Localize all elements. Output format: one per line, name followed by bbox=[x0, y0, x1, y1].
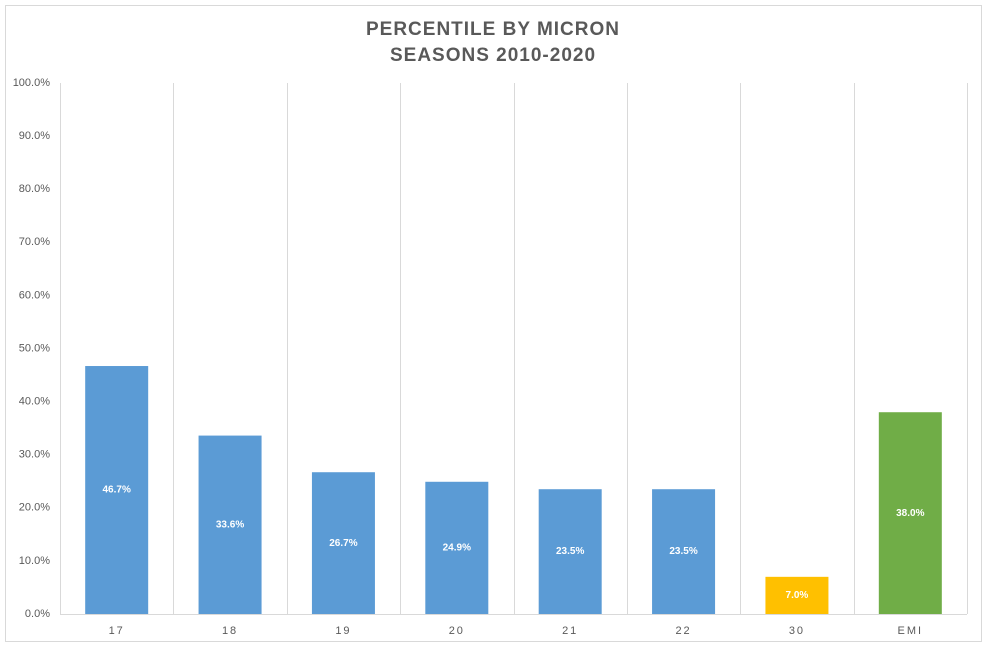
y-tick-label: 60.0% bbox=[19, 289, 50, 301]
value-label: 33.6% bbox=[216, 519, 244, 530]
x-tick-label: 21 bbox=[562, 625, 578, 637]
bar bbox=[765, 576, 829, 614]
value-label: 23.5% bbox=[556, 546, 584, 557]
value-label: 26.7% bbox=[329, 538, 357, 549]
x-tick-label: 18 bbox=[222, 625, 238, 637]
chart-title: PERCENTILE BY MICRON bbox=[366, 19, 620, 40]
y-tick-label: 0.0% bbox=[25, 608, 50, 620]
value-label: 38.0% bbox=[896, 508, 924, 519]
value-label: 7.0% bbox=[786, 590, 809, 601]
x-tick-label: 30 bbox=[789, 625, 805, 637]
x-tick-label: 17 bbox=[109, 625, 125, 637]
bar bbox=[85, 366, 149, 614]
x-tick-label: 19 bbox=[335, 625, 351, 637]
y-tick-label: 30.0% bbox=[19, 449, 50, 461]
value-label: 24.9% bbox=[443, 543, 471, 554]
y-tick-label: 10.0% bbox=[19, 555, 50, 567]
x-tick-label: 20 bbox=[449, 625, 465, 637]
bar bbox=[652, 489, 716, 614]
value-label: 46.7% bbox=[103, 485, 131, 496]
bar bbox=[538, 489, 602, 614]
y-tick-label: 50.0% bbox=[19, 342, 50, 354]
x-tick-label: 22 bbox=[675, 625, 691, 637]
bar bbox=[878, 412, 942, 614]
y-tick-label: 40.0% bbox=[19, 396, 50, 408]
y-tick-label: 100.0% bbox=[13, 77, 51, 89]
y-tick-label: 20.0% bbox=[19, 502, 50, 514]
bar bbox=[198, 435, 262, 614]
y-tick-label: 90.0% bbox=[19, 130, 50, 142]
bar bbox=[311, 472, 375, 614]
x-tick-label: EMI bbox=[898, 625, 924, 637]
value-label: 23.5% bbox=[669, 546, 697, 557]
bar bbox=[425, 481, 489, 614]
y-tick-label: 70.0% bbox=[19, 236, 50, 248]
chart-subtitle: SEASONS 2010-2020 bbox=[390, 45, 596, 66]
y-tick-label: 80.0% bbox=[19, 183, 50, 195]
chart-border bbox=[5, 5, 982, 642]
